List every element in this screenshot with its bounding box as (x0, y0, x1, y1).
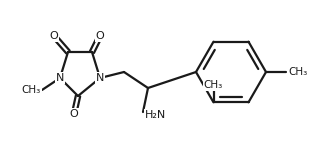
Text: O: O (96, 31, 104, 41)
Text: H₂N: H₂N (145, 110, 166, 120)
Text: CH₃: CH₃ (22, 85, 41, 95)
Text: O: O (70, 109, 78, 119)
Text: CH₃: CH₃ (288, 67, 307, 77)
Text: CH₃: CH₃ (204, 80, 223, 90)
Text: N: N (96, 73, 104, 83)
Text: N: N (56, 73, 64, 83)
Text: O: O (50, 31, 58, 41)
